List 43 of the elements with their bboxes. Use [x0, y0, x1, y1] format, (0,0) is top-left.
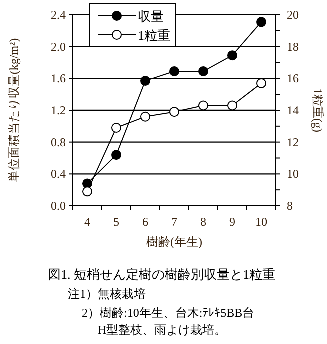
y2-tick-label: 8 — [287, 199, 293, 213]
y-tick-label: 2.4 — [51, 8, 66, 22]
y-tick-label: 2.0 — [51, 40, 66, 54]
y2-tick-label: 16 — [287, 72, 299, 86]
y-tick-label: 1.6 — [51, 72, 66, 86]
point — [198, 66, 208, 77]
y2-tick-label: 18 — [287, 40, 299, 54]
x-tick-label: 4 — [84, 215, 90, 229]
x-tick-label: 9 — [230, 215, 236, 229]
point — [228, 50, 238, 61]
y-axis-title: 単位面積当たり収量(kg/m²) — [7, 38, 21, 183]
y-tick-label: 0.8 — [51, 135, 66, 150]
point — [140, 76, 150, 86]
text: 注1）無核栽培 — [68, 287, 146, 301]
legend-label: 収量 — [138, 9, 164, 24]
y-tick-label: 0.0 — [51, 199, 66, 213]
x-tick-label: 7 — [172, 215, 178, 229]
y2-tick-label: 12 — [287, 135, 299, 150]
point — [112, 123, 122, 134]
x-tick-label: 6 — [142, 215, 148, 229]
y2-tick-label: 20 — [287, 8, 299, 22]
point — [228, 100, 238, 111]
point — [112, 150, 122, 160]
point — [82, 186, 92, 197]
point — [256, 78, 266, 88]
point — [256, 17, 266, 28]
text: H型整枝、雨よけ栽培。 — [98, 323, 227, 337]
x-tick-label: 5 — [114, 215, 120, 229]
x-tick-label: 10 — [256, 215, 268, 229]
legend-label: 1粒重 — [138, 28, 170, 43]
y-tick-label: 1.2 — [51, 104, 66, 118]
y-tick-label: 0.4 — [51, 167, 66, 182]
point — [140, 112, 150, 122]
point — [198, 100, 208, 111]
x-tick-label: 8 — [200, 215, 206, 229]
y2-tick-label: 14 — [287, 104, 299, 118]
y2-tick-label: 10 — [287, 167, 299, 182]
text: 図1. 短梢せん定樹の樹齢別収量と1粒重 — [48, 267, 276, 282]
text: 2）樹齢:10年生、台木:ﾃﾚｷ5BB台 — [82, 306, 255, 320]
x-axis-title: 樹齢(年生) — [146, 235, 202, 249]
y2-axis-title: 1粒重(g) — [311, 88, 325, 132]
point — [170, 66, 180, 77]
point — [170, 107, 180, 118]
